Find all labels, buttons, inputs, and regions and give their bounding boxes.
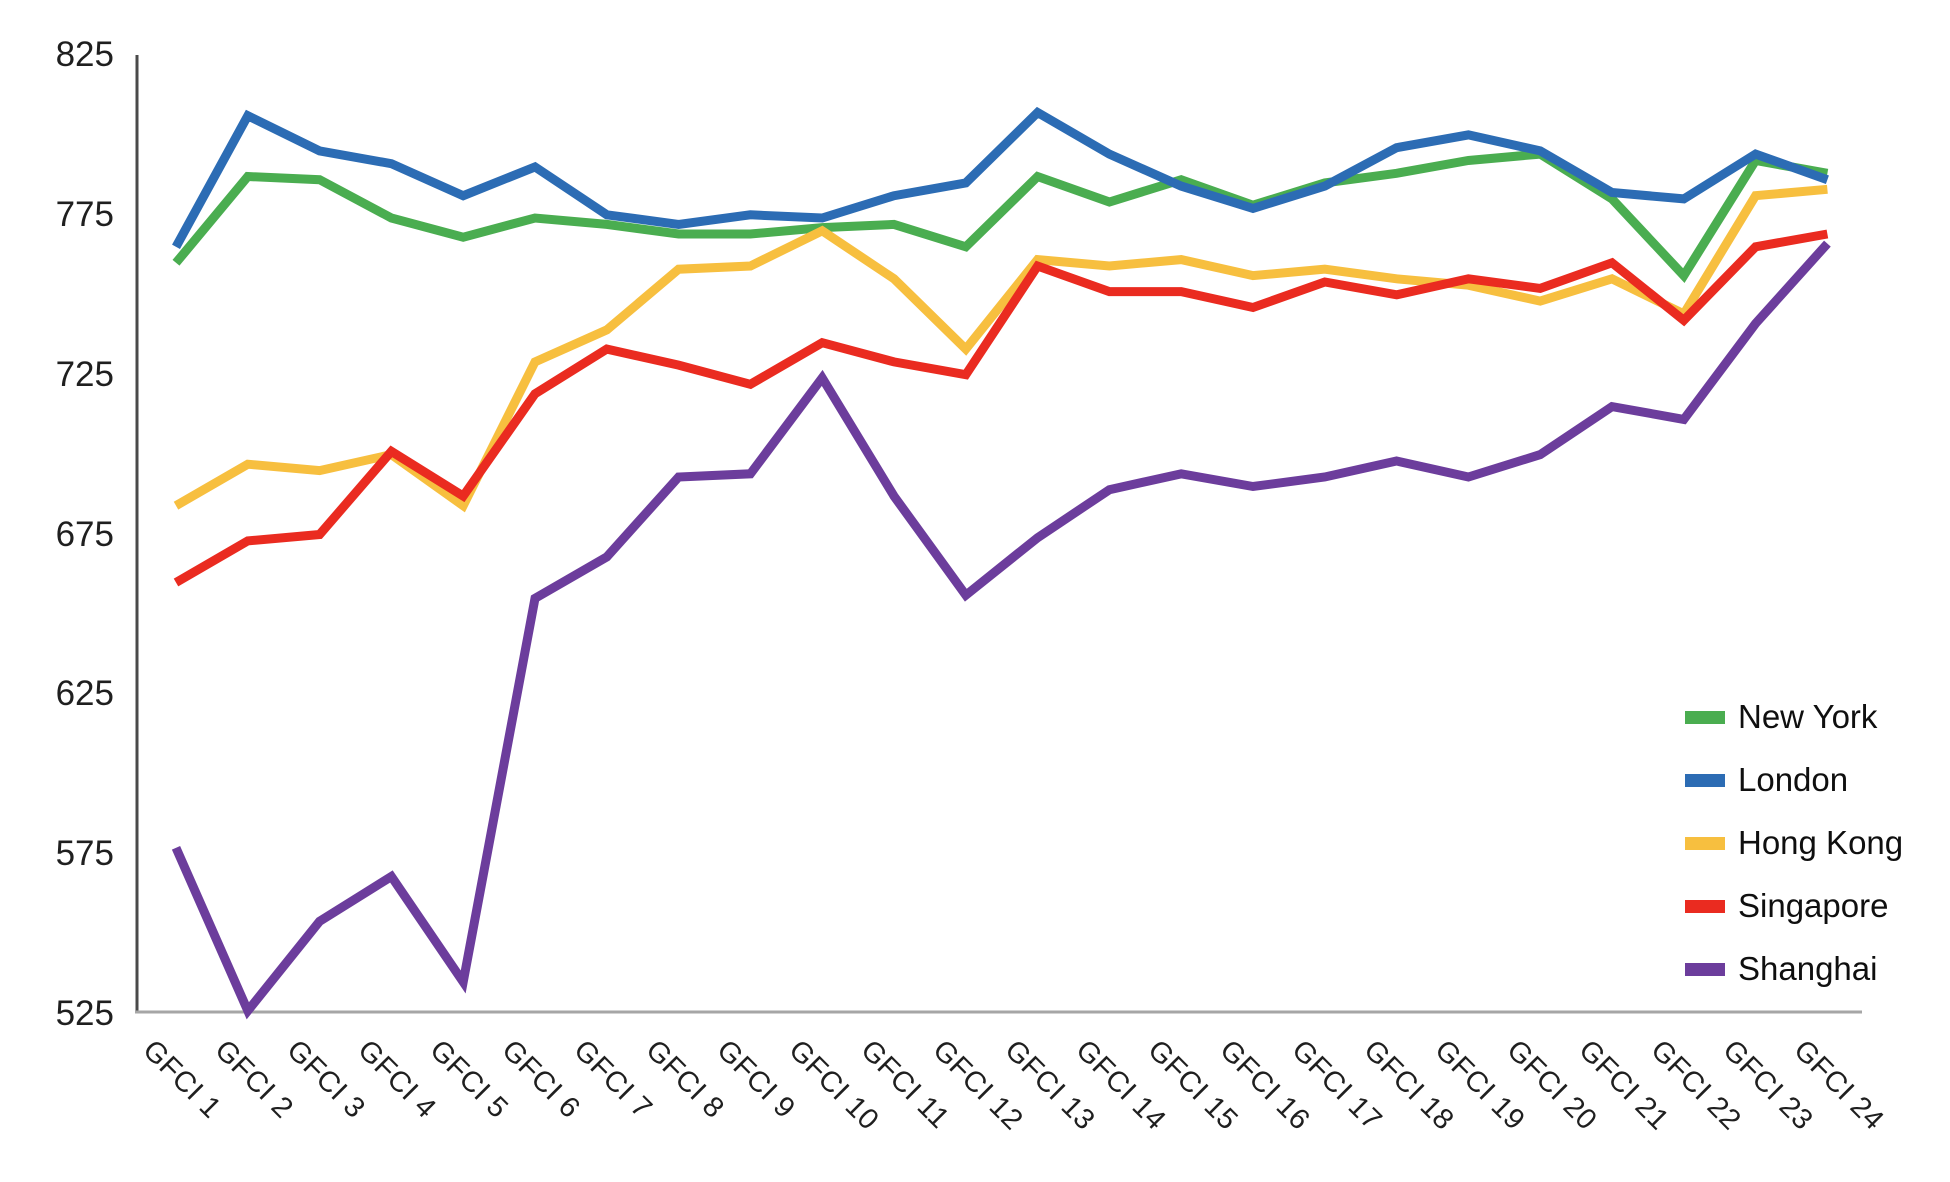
legend-swatch-singapore: [1685, 899, 1725, 913]
series-line-shanghai: [171, 240, 1831, 1020]
legend-swatch-london: [1685, 773, 1725, 787]
legend-label: Hong Kong: [1738, 824, 1904, 861]
legend-label: Shanghai: [1738, 950, 1878, 987]
y-tick-label: 825: [55, 35, 114, 74]
legend-label: Singapore: [1738, 887, 1889, 924]
y-tick-label: 575: [55, 834, 114, 874]
legend-item-singapore: Singapore: [1685, 886, 1903, 926]
series-line-hong-kong: [173, 184, 1828, 513]
y-tick-label: 625: [55, 674, 114, 714]
legend-swatch-new-york: [1685, 710, 1725, 724]
y-tick-label: 775: [55, 194, 114, 234]
legend-swatch-shanghai: [1685, 962, 1725, 976]
legend-label: New York: [1738, 698, 1878, 735]
legend-item-new-york: New York: [1685, 697, 1903, 737]
legend: New York London Hong Kong Singapore Shanghai: [1685, 697, 1903, 1012]
y-tick-label: 525: [55, 994, 114, 1033]
series-line-singapore: [173, 229, 1829, 587]
legend-swatch-hong-kong: [1685, 836, 1725, 850]
legend-item-london: London: [1685, 760, 1903, 800]
series-line-london: [172, 106, 1829, 249]
legend-item-hong-kong: Hong Kong: [1685, 823, 1903, 863]
y-tick-label: 675: [55, 514, 114, 554]
legend-item-shanghai: Shanghai: [1685, 949, 1903, 989]
legend-label: London: [1738, 761, 1849, 798]
y-tick-label: 725: [55, 354, 114, 394]
